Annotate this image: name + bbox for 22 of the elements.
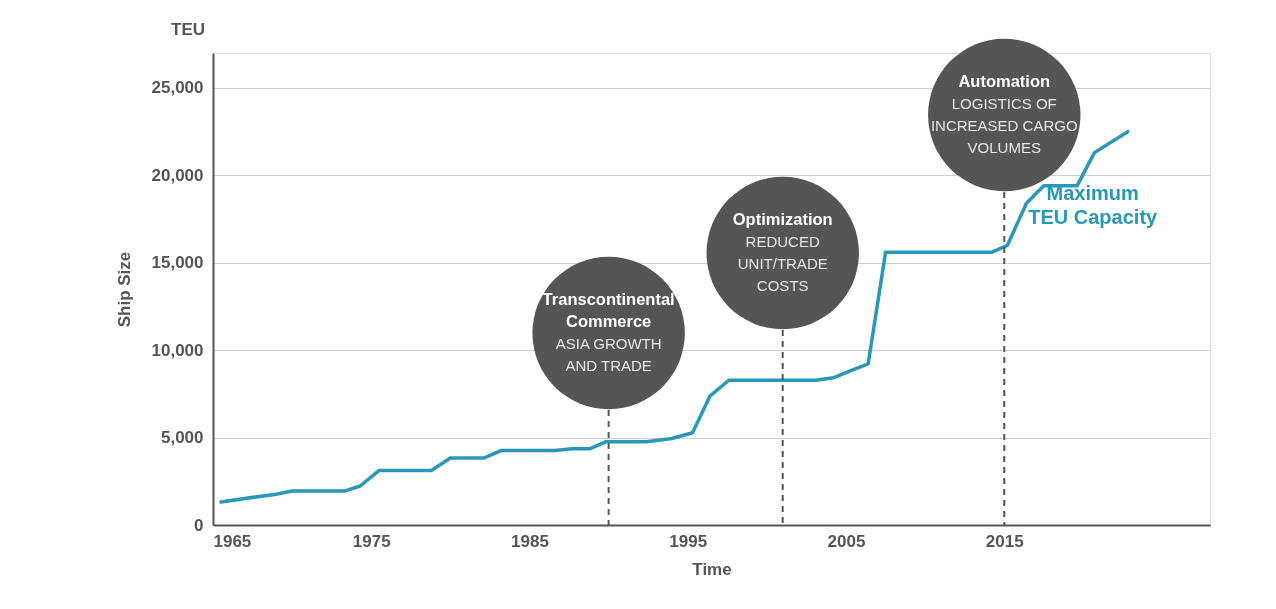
x-tick-label: 1975: [352, 531, 391, 551]
x-tick-label: 2005: [827, 531, 866, 551]
ref-line-label: Transcontinental Commerce: [542, 290, 675, 330]
series-label: Maximum TEU Capacity: [1028, 181, 1159, 228]
x-tick-label: 1985: [511, 531, 549, 551]
annotation: LOGISTICS OF INCREASED CARGO VOLUMES: [930, 95, 1078, 156]
y-tick-label: 15,000: [151, 253, 204, 273]
y-tick-label: 25,000: [151, 78, 204, 98]
x-axis-title: Time: [692, 559, 732, 579]
y-tick-label: 10,000: [151, 340, 204, 360]
ref-line-label: Optimization: [732, 210, 833, 228]
y-tick-label: 20,000: [151, 165, 204, 185]
ref-line-label: Automation: [958, 72, 1051, 90]
annotation: ASIA GROWTH AND TRADE: [555, 335, 662, 374]
text: TEU: [171, 20, 205, 39]
y-tick-label: 0: [194, 515, 204, 535]
y-axis-title: Ship Size: [114, 251, 134, 328]
x-tick-label: 1965: [213, 531, 252, 551]
x-tick-label: 1995: [669, 531, 708, 551]
annotation: REDUCED UNIT/TRADE COSTS: [737, 233, 828, 294]
y-tick-label: 5,000: [160, 428, 204, 448]
x-tick-label: 2015: [985, 531, 1024, 551]
